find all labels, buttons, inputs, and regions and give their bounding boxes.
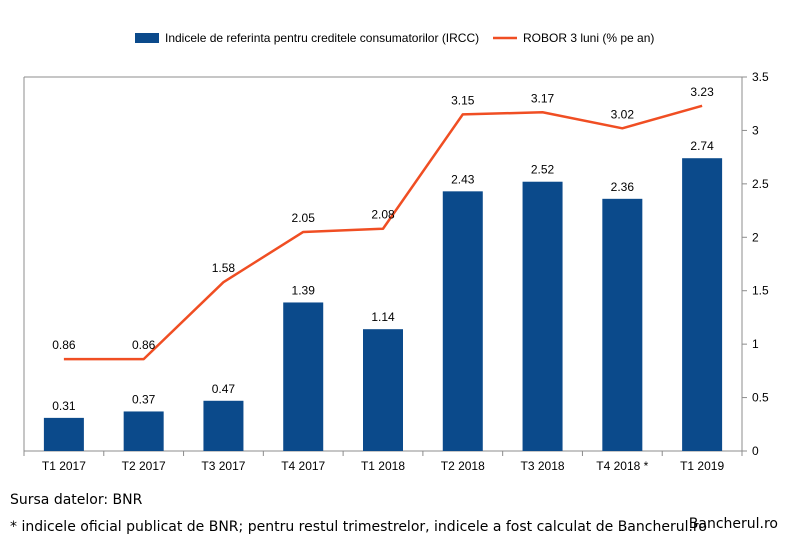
y-tick-label: 3.5 bbox=[752, 70, 769, 84]
line-data-label: 1.58 bbox=[212, 261, 236, 275]
y-tick-label: 1 bbox=[752, 337, 759, 351]
bar bbox=[442, 191, 483, 451]
bar bbox=[123, 411, 164, 451]
legend-label-robor: ROBOR 3 luni (% pe an) bbox=[523, 31, 654, 45]
chart: Indicele de referinta pentru creditele c… bbox=[23, 31, 769, 473]
legend: Indicele de referinta pentru creditele c… bbox=[135, 31, 654, 45]
bar-data-label: 2.74 bbox=[690, 139, 714, 153]
line-data-label: 0.86 bbox=[132, 338, 156, 352]
y-tick-label: 0.5 bbox=[752, 391, 769, 405]
plot-area: 0 0.5 1 1.5 2 2.5 3 3.5 T1 2017 T2 2017 T3 2017 T4 … bbox=[23, 70, 769, 473]
bar-data-label: 1.14 bbox=[371, 310, 395, 324]
line-data-label: 2.05 bbox=[292, 211, 316, 225]
bar bbox=[203, 400, 244, 451]
x-tick-label: T1 2017 bbox=[42, 459, 86, 473]
line-data-label: 3.17 bbox=[531, 91, 555, 105]
x-tick-label: T3 2017 bbox=[201, 459, 245, 473]
x-tick-label: T2 2018 bbox=[441, 459, 485, 473]
line-data-label: 3.15 bbox=[451, 93, 475, 107]
x-tick-label: T3 2018 bbox=[521, 459, 565, 473]
bar-data-label: 0.47 bbox=[212, 382, 236, 396]
bar-data-label: 2.52 bbox=[531, 163, 555, 177]
bar-data-label: 1.39 bbox=[292, 283, 316, 297]
bar-data-label: 0.31 bbox=[52, 399, 76, 413]
x-tick-label: T4 2018 * bbox=[596, 459, 648, 473]
brand-label: Bancherul.ro bbox=[688, 516, 778, 532]
legend-swatch-irrc bbox=[135, 33, 159, 43]
bar-data-label: 0.37 bbox=[132, 392, 156, 406]
robor-line bbox=[63, 104, 703, 361]
line-data-label: 2.08 bbox=[371, 208, 395, 222]
footnote: * indicele oficial publicat de BNR; pent… bbox=[10, 519, 707, 535]
x-tick-label: T1 2018 bbox=[361, 459, 405, 473]
line-data-label: 3.02 bbox=[611, 107, 635, 121]
bar bbox=[283, 302, 324, 451]
y-tick-label: 1.5 bbox=[752, 284, 769, 298]
x-tick-label: T4 2017 bbox=[281, 459, 325, 473]
line-data-label: 0.86 bbox=[52, 338, 76, 352]
y-tick-label: 3 bbox=[752, 123, 759, 137]
source-note: Sursa datelor: BNR bbox=[10, 492, 143, 508]
x-tick-label: T2 2017 bbox=[122, 459, 166, 473]
bar bbox=[363, 329, 403, 451]
bar-data-label: 2.36 bbox=[611, 180, 635, 194]
bar bbox=[682, 158, 723, 451]
bar bbox=[522, 181, 563, 451]
x-tick-label: T1 2019 bbox=[680, 459, 724, 473]
bar-data-label: 2.43 bbox=[451, 172, 475, 186]
line-data-label: 3.23 bbox=[690, 85, 714, 99]
bar bbox=[602, 198, 643, 451]
bar bbox=[43, 417, 84, 451]
y-tick-label: 2.5 bbox=[752, 177, 769, 191]
y-tick-label: 2 bbox=[752, 230, 759, 244]
legend-label-irrc: Indicele de referinta pentru creditele c… bbox=[165, 31, 479, 45]
y-tick-label: 0 bbox=[752, 444, 759, 458]
